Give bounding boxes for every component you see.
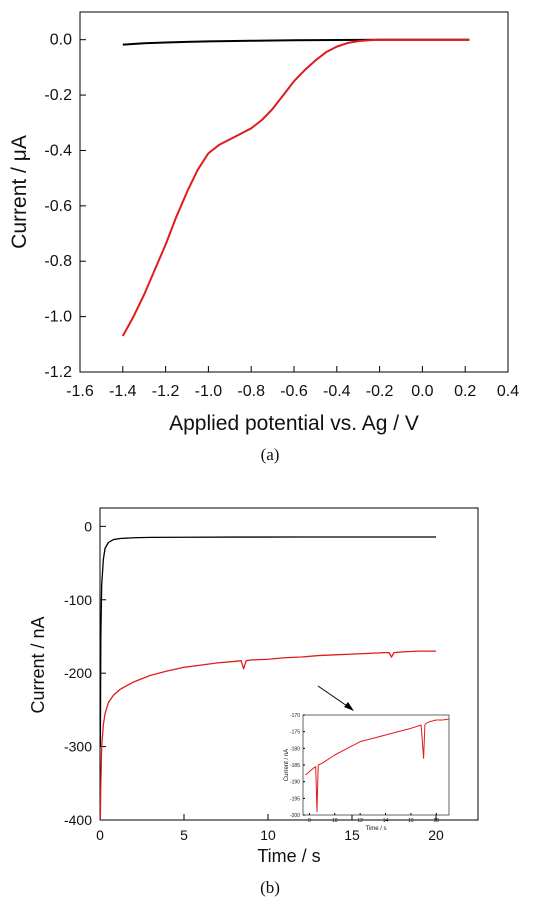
inset-y-tick-label: -200: [290, 813, 300, 819]
chart-b-series-line-1: [99, 536, 436, 747]
inset-y-tick-label: -185: [290, 763, 300, 769]
chart-a-x-tick-label: -1.0: [195, 383, 223, 400]
chart-b-y-axis-label: Current / nA: [28, 616, 48, 713]
chart-b-panel-label: (b): [260, 878, 280, 897]
chart-b-inset: 8 10 12 14 16 18 -170 -175 -180 -185 -190 -195 -200…: [284, 713, 450, 832]
chart-a-x-tick-label: 0.0: [411, 383, 433, 400]
inset-y-ticks: -170 -175 -180 -185 -190 -195 -200: [290, 713, 305, 819]
chart-a-x-tick-label: -1.4: [109, 383, 137, 400]
chart-b-plot-area: [99, 507, 479, 821]
chart-b-x-tick-label: 5: [180, 827, 188, 843]
chart-a-plot-area: [79, 11, 509, 373]
inset-x-ticks: 8 10 12 14 16 18: [308, 813, 439, 824]
inset-x-tick-label: 12: [357, 818, 363, 824]
chart-b-y-tick-label: -300: [64, 739, 92, 755]
chart-a-x-tick-label: -0.4: [323, 383, 351, 400]
inset-y-tick-label: -175: [290, 730, 300, 736]
chart-a-series-line-2: [121, 38, 470, 337]
inset-y-tick-label: -180: [290, 746, 300, 752]
chart-b-annotation-arrow: [317, 685, 354, 711]
chart-b-series-line-2: [99, 650, 436, 821]
chart-a-x-tick-label: 0.2: [454, 383, 476, 400]
chart-a-y-tick-label: -1.0: [44, 309, 72, 326]
chart-a-y-tick-label: -0.4: [44, 142, 72, 159]
chart-b-x-ticks: 0 5 10 15 20: [96, 814, 444, 843]
chart-a-y-tick-label: -0.8: [44, 253, 72, 270]
inset-plot-area: [302, 714, 450, 816]
inset-x-tick-label: 14: [383, 818, 389, 824]
chart-a-y-tick-label: -1.2: [44, 364, 72, 381]
chart-b-y-tick-label: -400: [64, 812, 92, 828]
chart-a-x-tick-label: 0.4: [497, 383, 519, 400]
inset-series: [305, 718, 450, 813]
chart-a-y-tick-label: 0.0: [50, 32, 72, 49]
chart-b: 0 5 10 15 20 0 -100 -200 -300 -400 Time / s Curr…: [28, 507, 479, 897]
chart-a-y-ticks: 0.0 -0.2 -0.4 -0.6 -0.8 -1.0 -1.2: [44, 32, 86, 381]
inset-x-tick-label: 8: [308, 818, 311, 824]
chart-a-x-ticks: -1.6 -1.4 -1.2 -1.0 -0.8 -0.6 -0.4 -0.2 0.0 0.2 0.…: [66, 366, 519, 400]
inset-y-tick-label: -195: [290, 796, 300, 802]
chart-b-y-tick-label: -100: [64, 592, 92, 608]
chart-b-x-axis-label: Time / s: [257, 846, 320, 866]
chart-b-y-tick-label: 0: [84, 518, 92, 534]
chart-a-series: [121, 38, 470, 337]
chart-b-series: [99, 536, 436, 821]
chart-a-y-tick-label: -0.2: [44, 87, 72, 104]
inset-y-axis-label: Current / nA: [284, 749, 290, 781]
chart-b-x-tick-label: 15: [344, 827, 360, 843]
inset-x-tick-label: 10: [332, 818, 338, 824]
chart-b-y-tick-label: -200: [64, 665, 92, 681]
chart-b-y-ticks: 0 -100 -200 -300 -400: [64, 518, 106, 828]
inset-x-tick-label: 18: [434, 818, 440, 824]
inset-y-tick-label: -170: [290, 713, 300, 719]
chart-a-x-tick-label: -0.2: [366, 383, 394, 400]
chart-a-y-axis-label: Current / μA: [8, 135, 31, 249]
chart-a-panel-label: (a): [261, 445, 280, 464]
chart-a: -1.6 -1.4 -1.2 -1.0 -0.8 -0.6 -0.4 -0.2 0.0 0.2 0.…: [8, 11, 519, 464]
chart-b-x-tick-label: 10: [260, 827, 276, 843]
chart-b-x-tick-label: 20: [428, 827, 444, 843]
inset-y-tick-label: -190: [290, 780, 300, 786]
chart-b-x-tick-label: 0: [96, 827, 104, 843]
chart-a-y-tick-label: -0.6: [44, 198, 72, 215]
chart-a-x-tick-label: -1.6: [66, 383, 94, 400]
chart-a-x-axis-label: Applied potential vs. Ag / V: [169, 412, 419, 435]
inset-x-axis-label: Time / s: [365, 826, 386, 832]
inset-series-line-1: [305, 718, 450, 813]
chart-a-x-tick-label: -1.2: [152, 383, 180, 400]
inset-x-tick-label: 16: [408, 818, 414, 824]
chart-a-x-tick-label: -0.8: [237, 383, 265, 400]
chart-a-x-tick-label: -0.6: [280, 383, 308, 400]
